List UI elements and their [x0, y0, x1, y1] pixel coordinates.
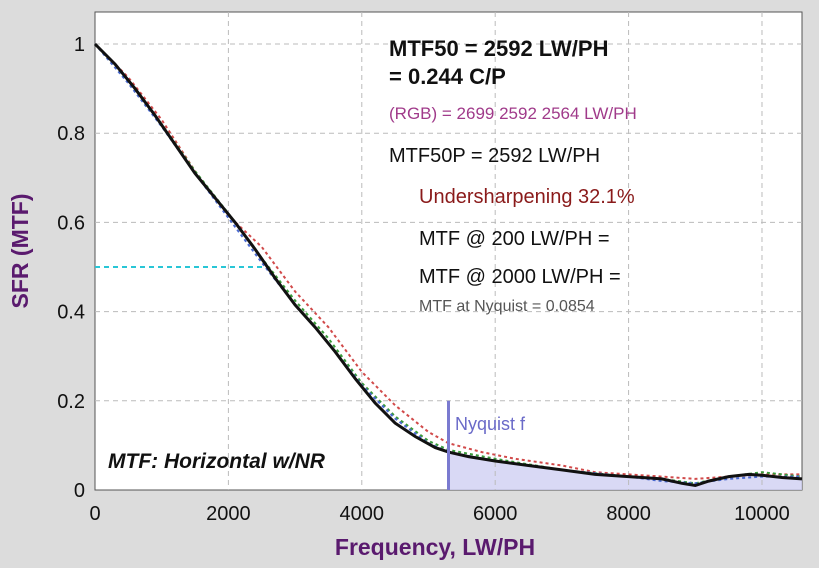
mtf-at-200-label: MTF @ 200 LW/PH = [419, 228, 610, 250]
series-lines [93, 42, 803, 488]
y-tick-label: 0.2 [57, 391, 85, 413]
series-line-0 [93, 42, 803, 488]
y-tick-label: 0.4 [57, 302, 85, 324]
x-tick-label: 6000 [473, 503, 518, 525]
rgb-mtf50-values: (RGB) = 2699 2592 2564 LW/PH [389, 104, 637, 123]
y-tick-label: 1 [74, 34, 85, 56]
plot-caption: MTF: Horizontal w/NR [108, 450, 326, 473]
nyquist-label: Nyquist f [455, 414, 526, 434]
mtf50-line1: MTF50 = 2592 LW/PH [389, 36, 608, 61]
undersharpening-value: Undersharpening 32.1% [419, 186, 635, 208]
mtf50p-value: MTF50P = 2592 LW/PH [389, 145, 600, 167]
y-tick-label: 0 [74, 480, 85, 502]
series-line-3 [94, 43, 802, 485]
mtf-at-2000-label: MTF @ 2000 LW/PH = [419, 266, 621, 288]
x-tick-label: 8000 [606, 503, 651, 525]
y-tick-labels: 0 0.2 0.4 0.6 0.8 1 [57, 34, 85, 502]
mtf-at-nyquist-value: MTF at Nyquist = 0.0854 [419, 298, 595, 315]
x-tick-labels: 0 2000 4000 6000 8000 10000 [89, 503, 789, 525]
x-tick-label: 0 [89, 503, 100, 525]
x-axis-label: Frequency, LW/PH [335, 534, 535, 560]
y-tick-label: 0.6 [57, 212, 85, 234]
x-tick-label: 10000 [734, 503, 790, 525]
series-line-1 [94, 43, 802, 480]
grid-lines [95, 12, 802, 490]
y-axis-label: SFR (MTF) [7, 194, 33, 309]
x-tick-label: 2000 [206, 503, 251, 525]
x-tick-label: 4000 [340, 503, 385, 525]
mtf50-line2: = 0.244 C/P [389, 64, 506, 89]
y-tick-label: 0.8 [57, 123, 85, 145]
